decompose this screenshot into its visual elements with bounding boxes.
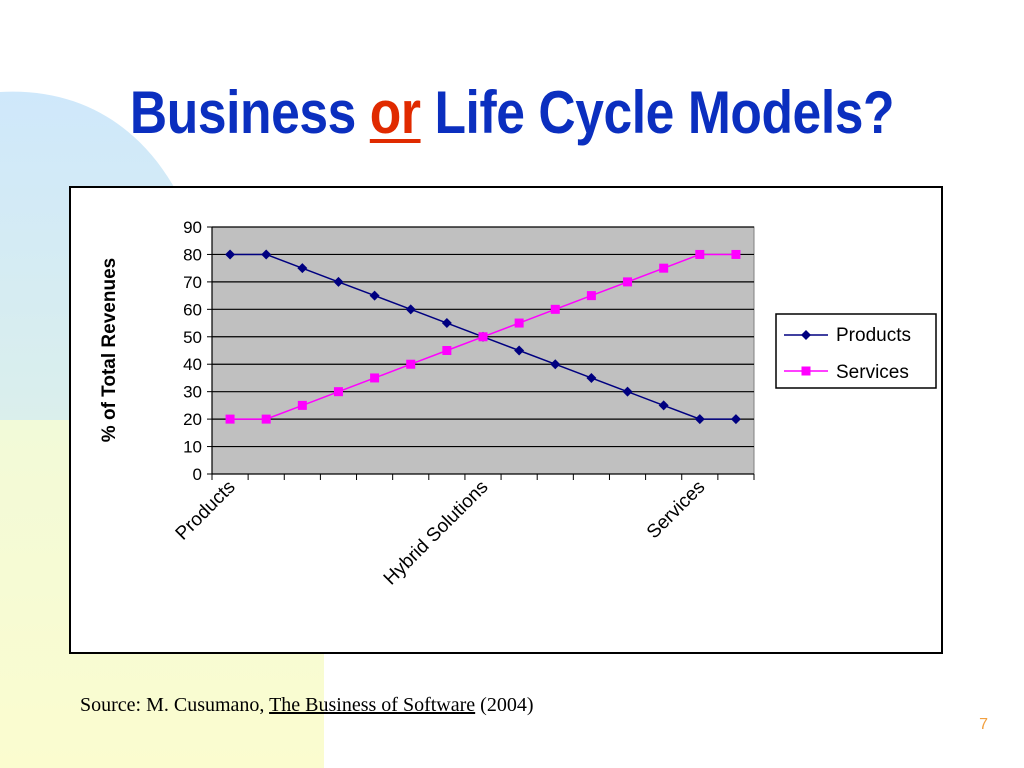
legend-marker-products bbox=[801, 330, 811, 340]
data-point bbox=[695, 249, 705, 259]
y-tick-label: 30 bbox=[183, 383, 202, 402]
page-number: 7 bbox=[979, 716, 988, 733]
data-point bbox=[225, 414, 235, 424]
series-services bbox=[225, 249, 741, 424]
legend-label-services: Services bbox=[836, 362, 909, 383]
y-tick-label: 0 bbox=[193, 465, 202, 484]
data-point bbox=[406, 359, 416, 369]
data-point bbox=[370, 373, 380, 383]
data-point bbox=[369, 290, 380, 301]
data-point bbox=[622, 386, 633, 397]
y-tick-label: 20 bbox=[183, 410, 202, 429]
title-part-1: Business bbox=[129, 79, 356, 146]
data-point bbox=[659, 263, 669, 273]
y-axis-label: % of Total Revenues bbox=[99, 258, 120, 442]
data-point bbox=[730, 414, 741, 425]
data-point bbox=[442, 346, 452, 355]
y-tick-label: 60 bbox=[183, 300, 202, 319]
data-point bbox=[550, 304, 560, 314]
line-chart: 0 10 20 30 40 50 60 70 80 90 Products Hybrid Solut… bbox=[99, 218, 937, 590]
source-year: (2004) bbox=[480, 694, 534, 716]
series bbox=[225, 249, 741, 425]
slide-title: Business or Life Cycle Models? bbox=[72, 78, 953, 147]
data-point bbox=[658, 400, 669, 411]
title-accent-word: or bbox=[369, 79, 421, 146]
source-prefix: Source: M. Cusumano, bbox=[80, 694, 265, 716]
legend-marker-services bbox=[801, 366, 811, 376]
legend-label-products: Products bbox=[836, 325, 911, 346]
y-tick-label: 10 bbox=[183, 438, 202, 457]
y-tick-label: 90 bbox=[183, 218, 202, 237]
data-point bbox=[478, 332, 488, 342]
y-tick-label: 80 bbox=[183, 245, 202, 264]
y-tick-labels: 0 10 20 30 40 50 60 70 80 90 bbox=[183, 218, 202, 484]
source-citation: Source: M. Cusumano, The Business of Sof… bbox=[80, 694, 533, 717]
axes bbox=[207, 226, 755, 480]
data-point bbox=[261, 414, 271, 424]
legend-box bbox=[775, 313, 937, 389]
y-tick-label: 40 bbox=[183, 355, 202, 374]
data-point bbox=[694, 414, 705, 425]
data-point bbox=[586, 372, 597, 383]
legend: Products Services bbox=[775, 313, 937, 389]
data-point bbox=[333, 387, 343, 397]
title-part-2: Life Cycle Models? bbox=[434, 79, 895, 146]
x-tick-labels: Products Hybrid Solutions Services bbox=[172, 477, 710, 590]
data-point bbox=[731, 249, 741, 259]
x-tick-label: Services bbox=[643, 477, 709, 543]
data-point bbox=[550, 359, 561, 370]
data-point bbox=[623, 277, 633, 287]
x-tick-label: Hybrid Solutions bbox=[380, 477, 493, 590]
data-point bbox=[514, 345, 525, 356]
x-tick-label: Products bbox=[172, 477, 240, 545]
data-point bbox=[405, 304, 416, 315]
data-point bbox=[297, 263, 308, 274]
data-point bbox=[586, 291, 596, 301]
data-point bbox=[441, 318, 452, 329]
data-point bbox=[514, 318, 524, 328]
chart-frame: 0 10 20 30 40 50 60 70 80 90 Products Hybrid Solut… bbox=[69, 186, 943, 654]
source-book-title: The Business of Software bbox=[269, 694, 476, 716]
data-point bbox=[333, 276, 344, 287]
y-tick-label: 70 bbox=[183, 273, 202, 292]
data-point bbox=[261, 249, 272, 260]
data-point bbox=[225, 249, 236, 260]
y-tick-label: 50 bbox=[183, 328, 202, 347]
data-point bbox=[297, 400, 307, 410]
